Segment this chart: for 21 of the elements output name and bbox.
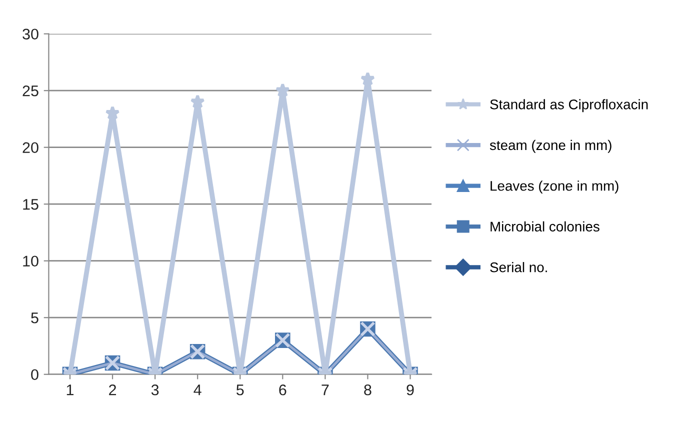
x-tick-label: 3: [151, 384, 159, 396]
legend-label: steam (zone in mm): [490, 140, 612, 153]
y-tick-label: 25: [22, 85, 38, 96]
y-tick-label: 10: [23, 256, 38, 267]
x-tick-label: 2: [109, 384, 116, 396]
y-tick-label: 20: [22, 142, 38, 154]
legend-label: Serial no.: [490, 262, 547, 272]
y-tick-label: 5: [31, 312, 38, 324]
x-tick-label: 7: [322, 384, 329, 396]
y-tick-label: 0: [31, 369, 38, 380]
legend-label: Standard as Ciprofloxacin: [490, 99, 648, 112]
x-tick-label: 8: [364, 384, 372, 396]
x-tick-label: 4: [194, 384, 202, 396]
x-tick-label: 1: [66, 384, 74, 396]
x-tick-label: 9: [406, 384, 414, 396]
y-tick-label: 15: [23, 199, 38, 210]
legend-label: Leaves (zone in mm): [490, 180, 618, 194]
x-tick-label: 6: [279, 384, 286, 396]
y-tick-label: 30: [22, 28, 38, 40]
legend-label: Microbial colonies: [490, 221, 600, 232]
x-tick-label: 5: [236, 384, 244, 396]
